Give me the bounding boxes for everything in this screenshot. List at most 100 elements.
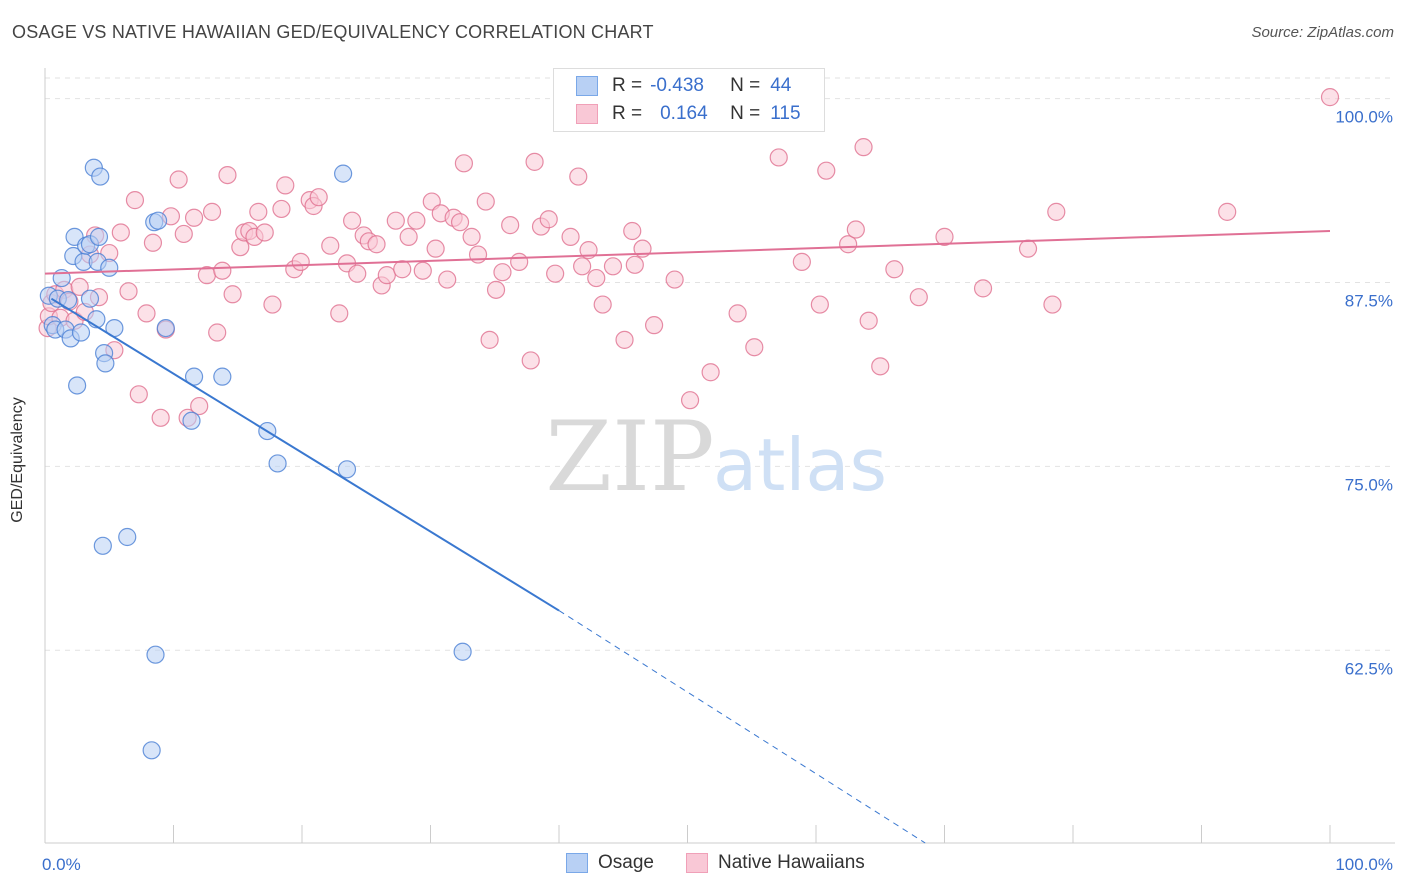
native-hawaiians-point	[644, 316, 664, 335]
osage-point	[89, 227, 109, 246]
native-hawaiians-point	[151, 408, 170, 427]
native-hawaiians-point	[426, 239, 445, 258]
osage-point	[118, 527, 137, 547]
native-hawaiians-point	[728, 304, 747, 323]
native-hawaiians-points	[38, 88, 1340, 427]
native-hawaiians-point	[272, 199, 291, 219]
osage-point	[93, 536, 112, 555]
n-label: N =	[730, 103, 761, 124]
osage-point	[156, 318, 175, 338]
native-hawaiians-legend-label: Native Hawaiians	[718, 852, 865, 873]
native-hawaiians-point	[846, 220, 865, 239]
native-hawaiians-point	[569, 167, 588, 186]
native-hawaiians-swatch	[576, 104, 598, 124]
native-hawaiians-point	[973, 279, 993, 298]
native-hawaiians-point	[143, 233, 163, 252]
osage-point	[182, 411, 201, 430]
native-hawaiians-point	[213, 261, 232, 280]
native-hawaiians-r-value: 0.164	[660, 103, 708, 124]
osage-point	[213, 367, 232, 386]
native-hawaiians-point	[223, 285, 242, 304]
watermark: ZIP atlas	[545, 401, 887, 513]
native-hawaiians-point	[1018, 239, 1038, 258]
grid-lines	[45, 77, 1395, 651]
native-hawaiians-point	[202, 202, 222, 221]
native-hawaiians-trend-line	[44, 230, 1331, 275]
native-hawaiians-point	[817, 161, 836, 180]
native-hawaiians-point	[169, 170, 188, 189]
native-hawaiians-point	[330, 304, 349, 323]
n-label: N =	[730, 75, 761, 96]
native-hawaiians-point	[623, 221, 642, 241]
native-hawaiians-point	[309, 188, 328, 207]
native-hawaiians-point	[184, 208, 204, 227]
native-hawaiians-point	[343, 211, 362, 230]
osage-point	[100, 258, 119, 277]
native-hawaiians-point	[573, 257, 592, 276]
native-hawaiians-point	[665, 270, 684, 289]
osage-n-value: 44	[770, 75, 792, 96]
y-axis-label: GED/Equivalency	[9, 397, 26, 523]
watermark-atlas: atlas	[713, 423, 887, 507]
native-hawaiians-point	[468, 245, 488, 264]
legend-row-native-hawaiians: R = 0.164 N = 115	[576, 101, 801, 127]
stats-legend: R = -0.438 N = 44 R = 0.164 N = 115	[553, 68, 825, 132]
native-hawaiians-point	[510, 252, 529, 271]
x-tick-label: 0.0%	[42, 855, 81, 874]
osage-point	[453, 642, 472, 661]
chart-title: OSAGE VS NATIVE HAWAIIAN GED/EQUIVALENCY…	[12, 22, 654, 42]
native-hawaiians-legend-swatch	[686, 853, 708, 873]
native-hawaiians-point	[909, 288, 928, 307]
native-hawaiians-point	[208, 323, 227, 342]
native-hawaiians-point	[291, 252, 310, 271]
native-hawaiians-point	[587, 268, 606, 288]
osage-point	[96, 354, 115, 373]
native-hawaiians-point	[625, 255, 644, 274]
osage-point	[146, 645, 165, 664]
native-hawaiians-point	[615, 330, 634, 349]
tick-labels: 62.5% 75.0% 87.5% 100.0% 0.0% 100.0%	[42, 108, 1393, 874]
native-hawaiians-point	[348, 264, 367, 283]
native-hawaiians-point	[119, 282, 138, 301]
native-hawaiians-point	[190, 396, 209, 416]
native-hawaiians-point	[579, 241, 598, 260]
native-hawaiians-point	[859, 311, 878, 330]
native-hawaiians-point	[769, 148, 788, 167]
native-hawaiians-point	[125, 191, 145, 210]
native-hawaiians-point	[839, 235, 858, 254]
osage-swatch	[576, 76, 598, 96]
y-tick-label: 100.0%	[1335, 108, 1393, 127]
native-hawaiians-point	[70, 277, 89, 297]
native-hawaiians-point	[493, 263, 512, 282]
native-hawaiians-point	[539, 210, 558, 229]
native-hawaiians-point	[871, 357, 890, 376]
osage-point	[268, 454, 287, 473]
osage-r-value: -0.438	[650, 75, 704, 96]
native-hawaiians-point	[935, 227, 954, 246]
native-hawaiians-point	[885, 260, 904, 279]
source-label: Source: ZipAtlas.com	[1251, 24, 1394, 41]
bottom-legend-native-hawaiians: Native Hawaiians	[686, 852, 865, 874]
bottom-legend-osage: Osage	[566, 852, 654, 874]
osage-legend-label: Osage	[598, 852, 654, 873]
osage-trend-line	[50, 297, 560, 612]
r-label: R =	[612, 103, 643, 124]
native-hawaiians-point	[249, 202, 268, 221]
native-hawaiians-point	[129, 385, 148, 404]
native-hawaiians-point	[276, 176, 295, 195]
y-tick-label: 87.5%	[1345, 291, 1393, 310]
native-hawaiians-point	[810, 295, 829, 314]
native-hawaiians-point	[407, 211, 426, 230]
native-hawaiians-point	[438, 270, 457, 289]
osage-point	[68, 376, 87, 395]
native-hawaiians-point	[450, 213, 470, 232]
native-hawaiians-point	[367, 235, 386, 254]
native-hawaiians-point	[393, 260, 412, 279]
y-tick-label: 62.5%	[1345, 659, 1393, 678]
osage-point	[337, 460, 357, 479]
osage-trend-extension	[558, 610, 926, 844]
native-hawaiians-point	[377, 266, 396, 285]
osage-point	[80, 289, 100, 308]
osage-legend-swatch	[566, 853, 588, 873]
